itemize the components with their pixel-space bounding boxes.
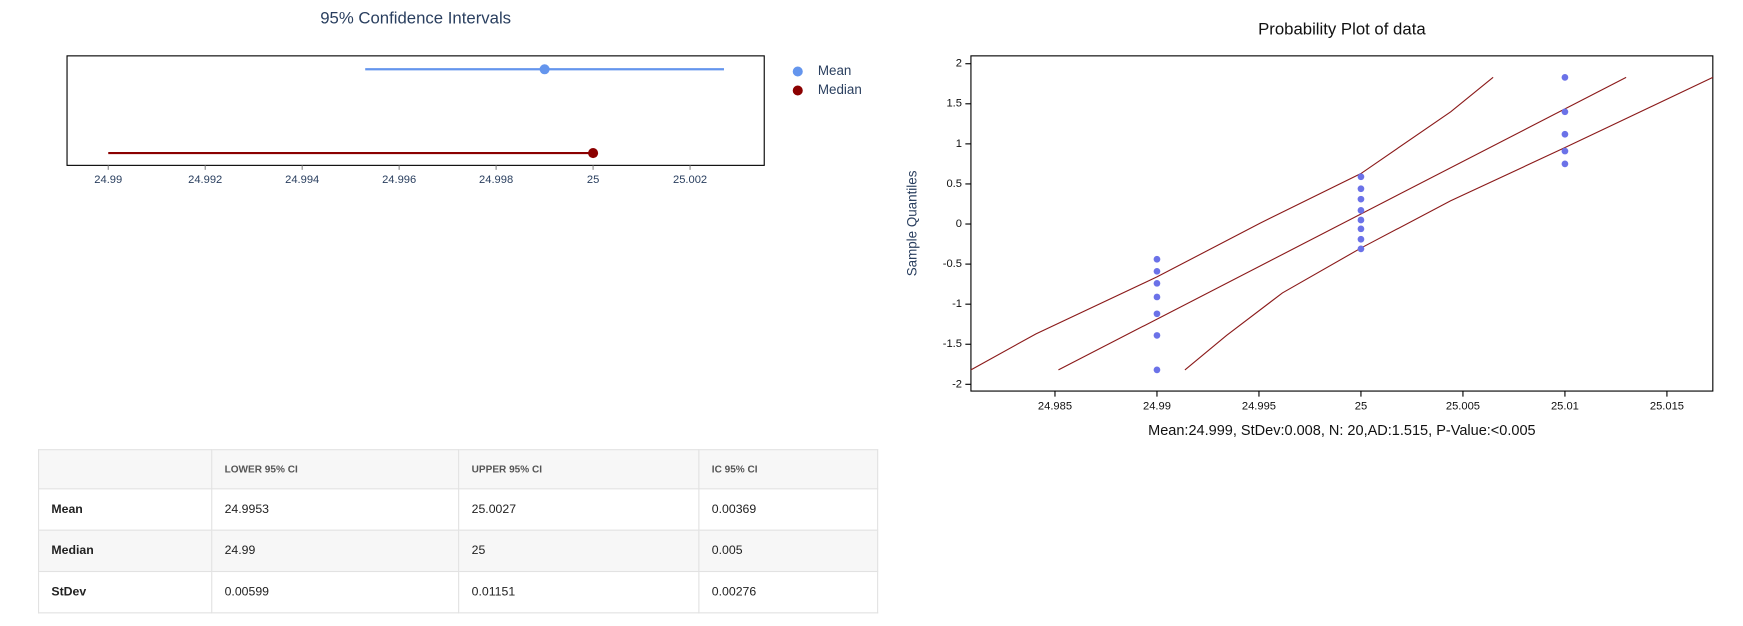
cell: 25 xyxy=(458,529,700,573)
legend-label: Median xyxy=(818,82,862,97)
legend-label: Mean xyxy=(818,63,851,78)
header-cell: LOWER 95% CI xyxy=(211,449,460,490)
legend-marker xyxy=(792,85,803,96)
data-point xyxy=(1561,73,1569,81)
cell: 0.00599 xyxy=(211,570,460,614)
data-point xyxy=(1153,255,1161,263)
data-point xyxy=(1357,225,1365,233)
data-point xyxy=(1357,216,1365,224)
estimate-point xyxy=(588,148,599,159)
x-tick-label: 24.992 xyxy=(188,174,222,186)
header-cell: UPPER 95% CI xyxy=(458,449,700,490)
estimate-point xyxy=(539,64,550,75)
data-point xyxy=(1561,147,1569,155)
header-cell: IC 95% CI xyxy=(698,449,879,490)
x-tick-label: 25.002 xyxy=(673,174,707,186)
plot-frame xyxy=(970,55,1714,392)
x-tick-label: 24.985 xyxy=(1038,401,1072,413)
cell: 0.005 xyxy=(698,529,879,573)
ci-table: LOWER 95% CI UPPER 95% CI IC 95% CI Mean 24… xyxy=(37,449,879,614)
y-axis-label: Sample Quantiles xyxy=(904,170,919,276)
x-tick-label: 25.005 xyxy=(1446,401,1480,413)
data-point xyxy=(1561,130,1569,138)
data-point xyxy=(1153,279,1161,287)
y-tick-label: 1.5 xyxy=(946,98,962,110)
x-tick-label: 24.995 xyxy=(1242,401,1276,413)
data-point xyxy=(1153,366,1161,374)
table-row: Median 24.99 25 0.005 xyxy=(37,529,879,573)
cell: 24.9953 xyxy=(211,488,460,531)
data-point xyxy=(1357,195,1365,203)
y-tick-label: -2 xyxy=(952,378,962,390)
y-tick-label: 0.5 xyxy=(946,178,962,190)
cell: 0.00369 xyxy=(698,488,879,531)
fit-line xyxy=(1184,76,1714,371)
data-point xyxy=(1153,332,1161,339)
y-tick-label: 0 xyxy=(956,218,962,230)
data-point xyxy=(1357,245,1365,253)
data-point xyxy=(1153,310,1161,318)
data-point xyxy=(1357,235,1365,243)
x-tick-label: 25.01 xyxy=(1551,401,1579,413)
x-tick-label: 24.99 xyxy=(1143,401,1171,413)
row-label: Mean xyxy=(37,488,213,531)
x-tick-label: 24.996 xyxy=(382,174,416,186)
fit-line xyxy=(970,76,1494,371)
y-tick-label: 2 xyxy=(956,58,962,70)
data-point xyxy=(1357,185,1365,193)
table-row: Mean 24.9953 25.0027 0.00369 xyxy=(37,488,879,531)
x-tick-label: 25 xyxy=(587,174,599,186)
table-row: StDev 0.00599 0.01151 0.00276 xyxy=(37,570,879,614)
data-point xyxy=(1561,160,1569,168)
fit-line xyxy=(1058,76,1627,371)
y-tick-label: -0.5 xyxy=(943,258,962,270)
x-tick-label: 24.994 xyxy=(285,174,319,186)
plot-frame xyxy=(66,55,765,166)
y-tick-label: 1 xyxy=(956,138,962,150)
cell: 0.01151 xyxy=(458,570,700,614)
x-tick-label: 25.015 xyxy=(1650,401,1684,413)
table-body: Mean 24.9953 25.0027 0.00369 Median 24.99 25 0.… xyxy=(37,488,879,614)
chart-title: 95% Confidence Intervals xyxy=(320,8,511,27)
cell: 0.00276 xyxy=(698,570,879,614)
data-point xyxy=(1357,207,1365,214)
row-label: Median xyxy=(37,529,213,573)
y-tick-label: -1 xyxy=(952,298,962,310)
header-cell xyxy=(37,449,213,490)
cell: 25.0027 xyxy=(458,488,700,531)
data-point xyxy=(1561,108,1569,116)
x-tick-label: 24.998 xyxy=(479,174,513,186)
annotation: Mean:24.999, StDev:0.008, N: 20,AD:1.515… xyxy=(1148,423,1535,439)
chart-title: Probability Plot of data xyxy=(1258,20,1426,39)
data-point xyxy=(1153,267,1161,275)
header-row: LOWER 95% CI UPPER 95% CI IC 95% CI xyxy=(37,449,879,490)
x-tick-label: 25 xyxy=(1355,401,1367,413)
row-label: StDev xyxy=(37,570,213,614)
cell: 24.99 xyxy=(211,529,460,573)
y-tick-label: -1.5 xyxy=(943,338,962,350)
charts: 95% Confidence Intervals Probability Plo… xyxy=(66,8,1714,439)
legend-marker xyxy=(792,66,803,77)
data-point xyxy=(1153,293,1161,301)
x-tick-label: 24.99 xyxy=(94,174,122,186)
data-point xyxy=(1357,173,1365,181)
